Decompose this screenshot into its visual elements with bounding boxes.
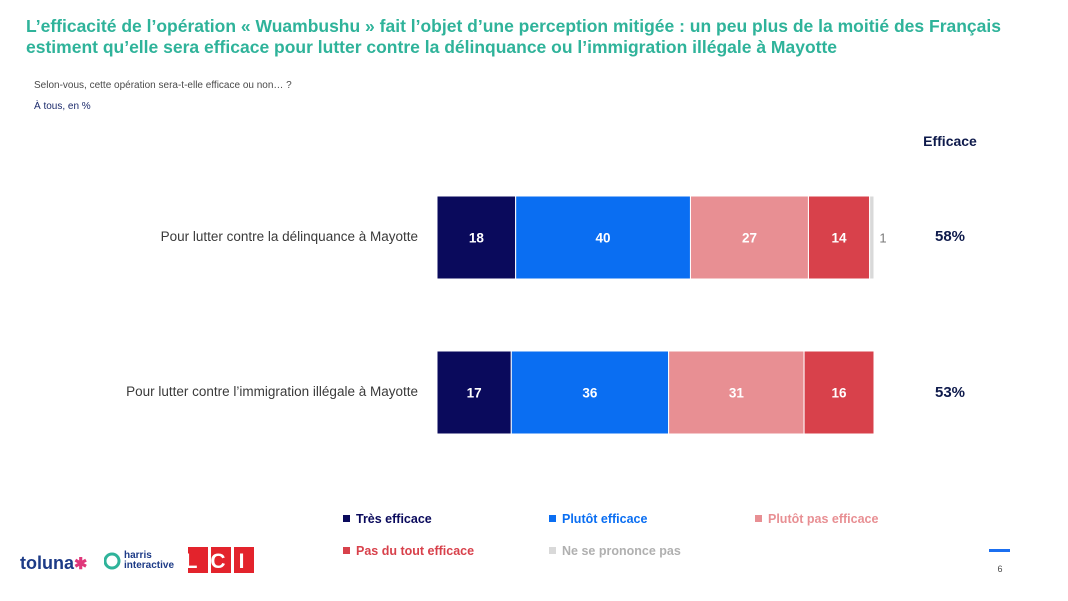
legend-swatch-plutot-pas-efficace — [755, 515, 762, 523]
data-label-plutot-pas-efficace-row-1: 31 — [729, 386, 745, 401]
bar-plutot-efficace-row-0 — [515, 195, 691, 280]
efficace-total-immigration: 53% — [934, 384, 966, 401]
data-label-ne-se-prononce-pas-row-0: 1 — [879, 231, 886, 246]
legend-label-tres-efficace: Très efficace — [356, 512, 432, 526]
legend-label-plutot-pas-efficace: Plutôt pas efficace — [768, 512, 879, 526]
legend-ne-se-prononce-pas: Ne se prononce pas — [549, 544, 681, 558]
legend-swatch-tres-efficace — [343, 515, 350, 523]
bar-plutot-efficace-row-1 — [510, 350, 670, 435]
bar-pas-du-tout-efficace-row-1 — [803, 350, 875, 435]
efficace-header: Efficace — [923, 133, 977, 149]
row-label-delinquance: Pour lutter contre la délinquance à Mayo… — [160, 229, 418, 244]
stacked-bar-chart: 18 40 27 14 1 17 36 31 16 — [436, 195, 887, 435]
chart-title: L’efficacité de l’opération « Wuambushu … — [26, 16, 1001, 57]
toluna-logo-text: toluna — [20, 553, 74, 573]
data-label-pas-du-tout-efficace-row-1: 16 — [832, 386, 848, 401]
data-label-plutot-efficace-row-1: 36 — [582, 386, 598, 401]
bar-ne-se-prononce-pas-row-0 — [869, 195, 875, 280]
bar-plutot-pas-efficace-row-1 — [668, 350, 805, 435]
lci-logo: LCI — [188, 547, 254, 573]
page-number: 6 — [997, 564, 1003, 574]
data-label-plutot-pas-efficace-row-0: 27 — [742, 231, 757, 246]
legend-label-ne-se-prononce-pas: Ne se prononce pas — [562, 544, 681, 558]
row-label-immigration: Pour lutter contre l’immigration illégal… — [126, 384, 418, 399]
data-label-tres-efficace-row-1: 17 — [467, 386, 482, 401]
legend-plutot-efficace: Plutôt efficace — [549, 512, 647, 526]
bar-tres-efficace-row-1 — [436, 350, 512, 435]
question-text: Selon-vous, cette opération sera-t-elle … — [34, 80, 292, 91]
harris-logo-icon — [104, 552, 121, 570]
harris-logo-text: harris interactive — [124, 550, 175, 571]
legend-label-pas-du-tout-efficace: Pas du tout efficace — [356, 544, 475, 558]
efficace-total-delinquance: 58% — [934, 228, 966, 245]
lci-logo-text: LCI — [188, 550, 254, 573]
data-label-plutot-efficace-row-0: 40 — [596, 231, 611, 246]
legend-pas-du-tout-efficace: Pas du tout efficace — [343, 544, 474, 558]
legend-plutot-pas-efficace: Plutôt pas efficace — [755, 512, 878, 526]
bar-tres-efficace-row-0 — [436, 195, 517, 280]
legend-swatch-plutot-efficace — [549, 515, 556, 523]
legend-label-plutot-efficace: Plutôt efficace — [562, 512, 648, 526]
base-text: À tous, en % — [34, 101, 91, 112]
data-label-tres-efficace-row-0: 18 — [469, 231, 485, 246]
page-indicator-bar — [989, 549, 1010, 552]
legend-swatch-pas-du-tout-efficace — [343, 547, 350, 555]
toluna-star-icon: ✱ — [74, 556, 88, 573]
data-label-pas-du-tout-efficace-row-0: 14 — [832, 231, 848, 246]
legend-swatch-ne-se-prononce-pas — [549, 547, 556, 555]
legend-tres-efficace: Très efficace — [343, 512, 432, 526]
toluna-logo: toluna✱ — [20, 553, 87, 574]
